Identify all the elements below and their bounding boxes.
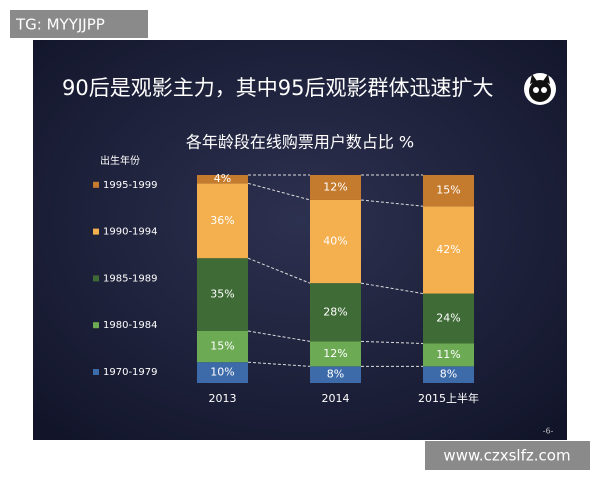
bar-segment [310,366,361,383]
bar-segment [310,175,361,200]
value-label: 10% [210,366,234,379]
x-tick-label: 2014 [322,392,350,405]
legend-label: 1985-1989 [103,273,158,284]
value-label: 11% [436,348,460,361]
x-tick-label: 2013 [209,392,237,405]
bar-segment [197,183,248,259]
value-label: 12% [323,180,347,193]
value-label: 28% [323,305,347,318]
bar-segment [423,293,474,344]
connector [247,257,311,284]
value-label: 35% [210,288,234,301]
bar-segment [310,341,361,367]
legend-label: 1990-1994 [103,227,158,238]
connector [360,282,424,295]
bar-segment [197,258,248,331]
legend-swatch [93,228,99,235]
value-label: 8% [327,368,344,381]
bar-segment [310,199,361,284]
value-label: 4% [214,172,231,185]
slide [33,40,567,440]
legend-label: 1995-1999 [103,180,158,191]
bar-segment [423,366,474,383]
legend-title: 出生年份 [100,154,140,167]
bar-segment [423,343,474,367]
value-label: 42% [436,243,460,256]
bar-segment [197,331,248,363]
connector [360,340,424,344]
legend-label: 1980-1984 [103,320,158,331]
legend-swatch [93,181,99,188]
watermark-box [10,10,148,38]
legend-swatch [93,369,99,375]
bar-segment [197,362,248,383]
page-number: -6- [543,427,554,436]
connector [247,182,311,201]
watermark: TG: MYYJJPP [15,16,105,34]
value-label: 40% [323,235,347,248]
logo [524,73,556,105]
legend-label: 1970-1979 [103,367,158,378]
chart-title: 各年龄段在线购票用户数占比 % [186,133,414,152]
connector [247,330,311,342]
value-label: 15% [436,184,460,197]
slide-title: 90后是观影主力，其中95后观影群体迅速扩大 [62,76,493,100]
bar-segment [310,283,361,342]
value-label: 12% [323,347,347,360]
bar-segment [197,175,248,184]
value-label: 36% [210,214,234,227]
bar-segment [423,206,474,294]
value-label: 24% [436,312,460,325]
bar-segment [423,175,474,207]
legend-swatch [93,322,99,329]
value-label: 8% [440,368,457,381]
website: www.czxslfz.com [443,447,570,465]
connector [247,361,311,367]
connector [360,199,424,207]
value-label: 15% [210,340,234,353]
legend-swatch [93,275,99,282]
website-box [425,441,590,470]
x-tick-label: 2015上半年 [418,391,479,405]
